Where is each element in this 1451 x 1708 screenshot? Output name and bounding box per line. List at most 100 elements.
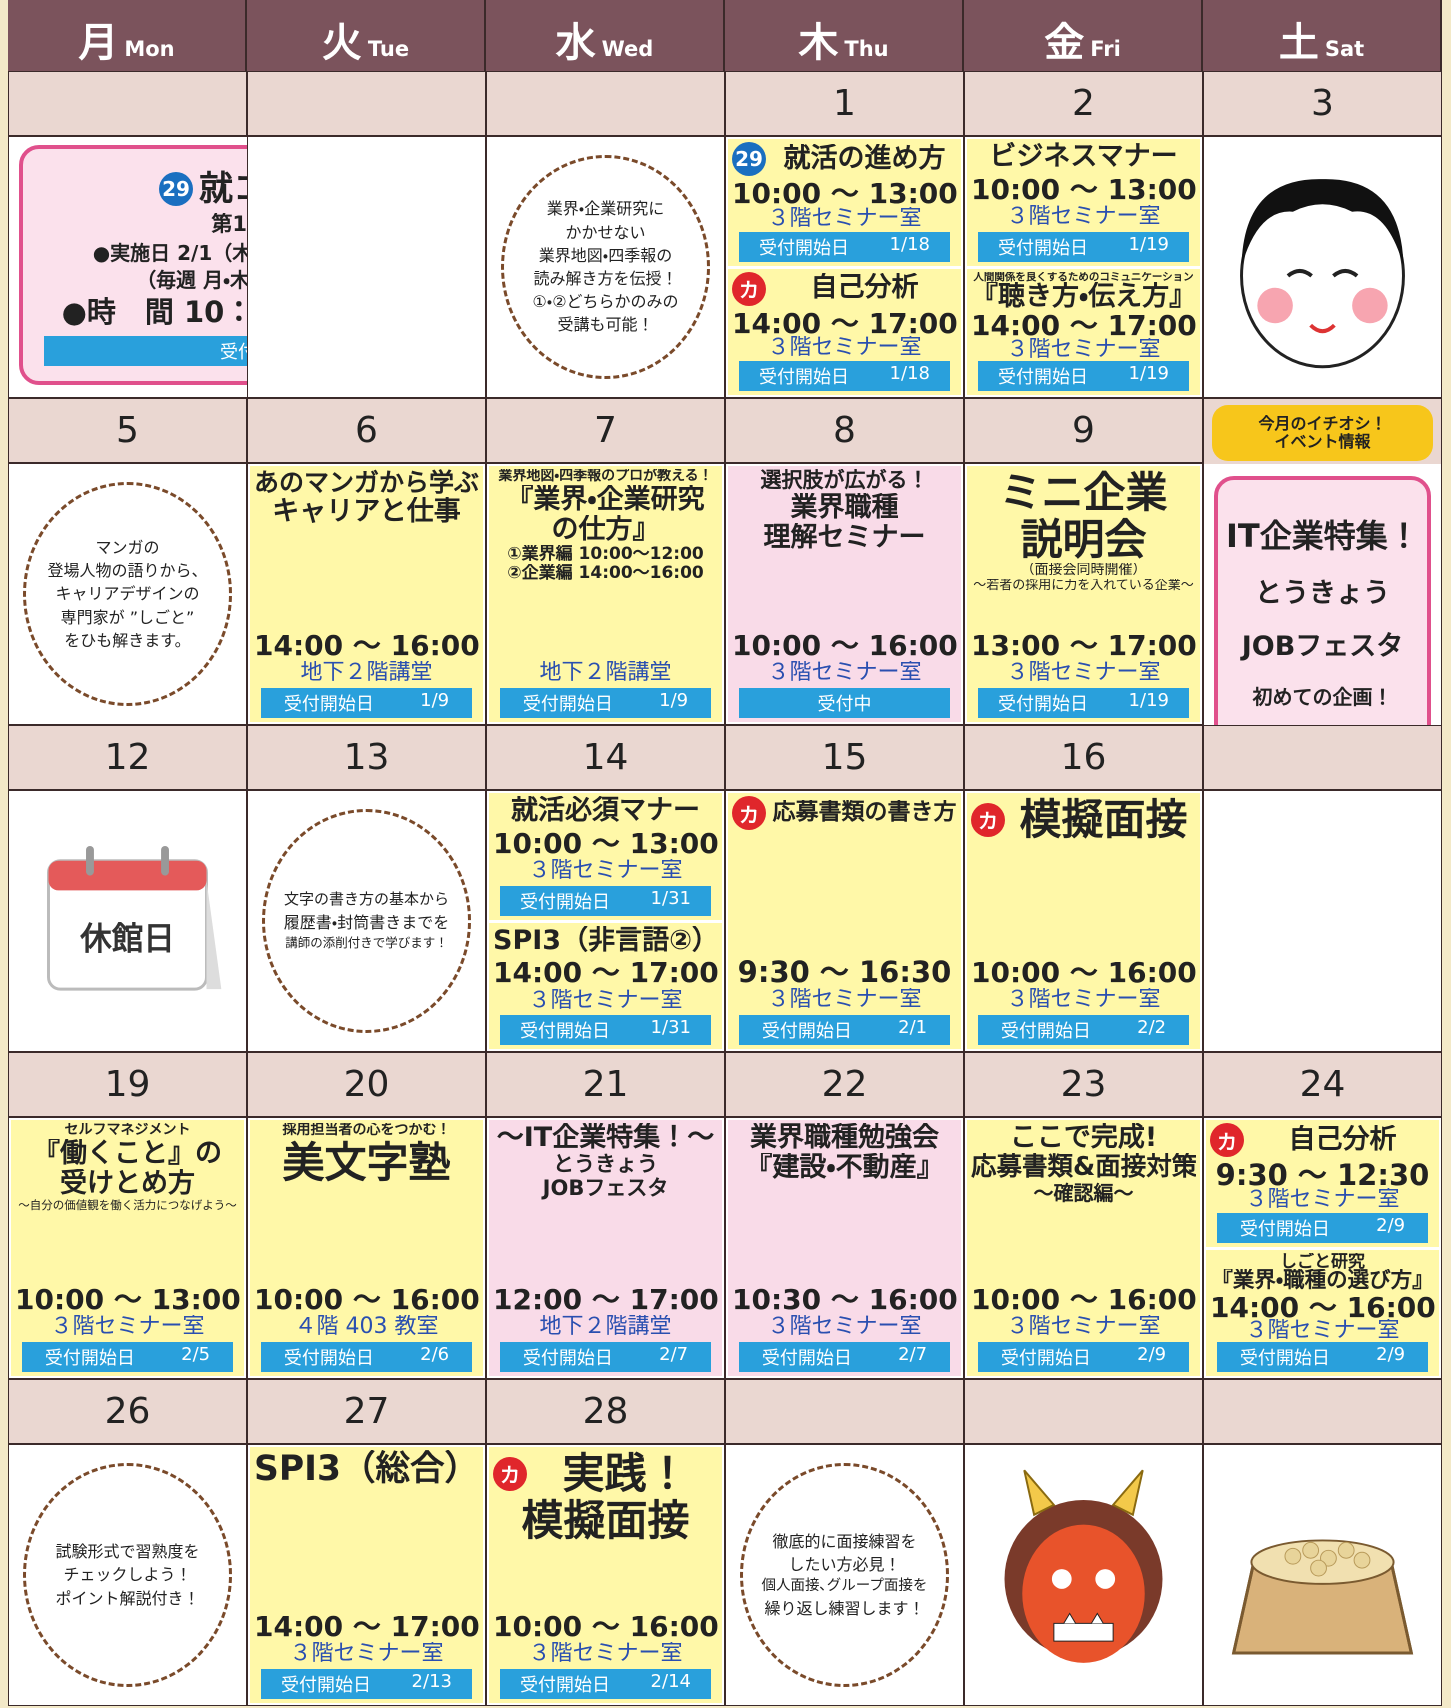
badge-row: カ模擬面接 [971, 796, 1196, 843]
day-cell: 採用担当者の心をつかむ！ 美文字塾 10:00 ～ 16:00 ４階 403 教室 受付… [247, 1117, 486, 1379]
text-line: 業界地図・四季報のプロが教える！ [498, 469, 713, 484]
text-line: 地下２階講堂 [300, 661, 433, 686]
reception-label: 受付開始日 [520, 1021, 611, 1042]
date-cell [247, 71, 486, 136]
date-cell [725, 1379, 964, 1444]
reception-bar: 受付開始日 1/9 [499, 688, 712, 718]
text-line: 就活必須マナー [511, 796, 700, 826]
bubble-text: 繰り返し練習します！ [764, 1599, 925, 1619]
bubble-text: ポイント解説付き！ [55, 1588, 200, 1608]
day-cell: セルフマネジメント 『働くこと』の 受けとめ方 ～自分の価値観を働く活力につなげよう～… [8, 1117, 247, 1379]
date-cell: 22 [725, 1052, 964, 1117]
date-number: 22 [821, 1064, 868, 1105]
weekday-en: Fri [1090, 37, 1121, 61]
event-block: 就活必須マナー 10:00 ～ 13:00 ３階セミナー室 受付開始日 1/31 [489, 793, 722, 920]
date-number: 2 [1072, 83, 1095, 124]
date-cell: 14 [486, 725, 725, 790]
reception-label: 受付開始日 [283, 694, 374, 715]
reception-date: 1/9 [420, 690, 450, 711]
illustration-part [1232, 1563, 1413, 1654]
date-number: 16 [1060, 737, 1107, 778]
date-cell: 5 [8, 398, 247, 463]
text-line: 9:30 ～ 12:30 [1215, 1159, 1430, 1189]
event-block: SPI3（総合） 14:00 ～ 17:00 ３階セミナー室 受付開始日 2/13 [250, 1447, 483, 1703]
badge-row: 29 就活の進め方 [732, 142, 957, 176]
reception-bar: 受付開始日 2/7 [738, 1342, 951, 1372]
illustration-part [1284, 1547, 1302, 1565]
bubble-text: ①・②どちらかのみの [532, 292, 679, 312]
weekday-header: 土 Sat [1203, 0, 1442, 71]
reception-date: 1/18 [889, 233, 930, 255]
date-cell: 2 [964, 71, 1203, 136]
date-number: 1 [833, 83, 856, 124]
date-cell: 9 [964, 398, 1203, 463]
weekday-en: Wed [601, 37, 654, 61]
reception-date: 1/19 [1128, 363, 1169, 384]
speech-bubble: 文字の書き方の基本から 履歴書・封筒書きまでを 講師の添削付きで学びます！ [262, 809, 471, 1033]
day-cell [1203, 790, 1442, 1052]
reception-date: 1/31 [650, 1017, 691, 1038]
speech-bubble: 試験形式で習熟度を チェックしよう！ ポイント解説付き！ [23, 1463, 232, 1687]
illustration [1240, 179, 1405, 369]
day-cell: カ実践！ 模擬面接 10:00 ～ 16:00 ３階セミナー室 受付開始日 2/14 [486, 1444, 725, 1706]
reception-bar: 受付開始日 1/19 [977, 688, 1190, 718]
reception-label: 受付開始日 [761, 1021, 852, 1042]
text-line: ４階 403 教室 [294, 1315, 439, 1340]
reception-date: 2/9 [1376, 1214, 1406, 1236]
event-block: カ応募書類の書き方 9:30 ～ 16:30 ３階セミナー室 受付開始日 2/1 [728, 793, 961, 1049]
day-cell: ここで完成! 応募書類&面接対策 ～確認編～ 10:00 ～ 16:00 ３階セミナー室… [964, 1117, 1203, 1379]
day-cell: SPI3（総合） 14:00 ～ 17:00 ３階セミナー室 受付開始日 2/13 [247, 1444, 486, 1706]
illustration-part [206, 880, 222, 990]
illustration-part [1051, 1569, 1072, 1589]
day-cell: 選択肢が広がる！ 業界職種 理解セミナー 10:00 ～ 16:00 ３階セミナー室 受付… [725, 463, 964, 725]
bubble-text: 登場人物の語りから、 [47, 561, 208, 581]
date-cell: 24 [1203, 1052, 1442, 1117]
reception-bar: 受付開始日 2/9 [977, 1342, 1190, 1372]
bubble-text: 文字の書き方の基本から [283, 890, 449, 909]
date-cell: 23 [964, 1052, 1203, 1117]
feature-text: IT企業特集！ [1226, 519, 1419, 556]
text-line: 14:00 ～ 17:00 [493, 957, 718, 989]
event-block: 人間関係を良くするためのコミュニケーション 『聴き方・伝え方』 14:00 ～ 17… [967, 268, 1200, 395]
day-cell: 29 就活の進め方 10:00 ～ 13:00 ３階セミナー室 受付開始日 1/18 カ自己… [725, 136, 964, 398]
reception-label: 受付開始日 [998, 367, 1089, 388]
illustration-part [161, 845, 169, 876]
speech-bubble: 業界・企業研究に かかせない 業界地図・四季報の 読み解き方を伝授！ ①・②どちらかのみ… [501, 155, 710, 379]
text-line: 14:00 ～ 16:00 [254, 630, 479, 662]
date-cell: 26 [8, 1379, 247, 1444]
bubble-text: 業界・企業研究に [546, 199, 665, 219]
feature-text: とうきょう [1255, 578, 1390, 609]
speech-bubble: マンガの 登場人物の語りから、 キャリアデザインの 専門家が ”しごと” をひも解きます… [23, 482, 232, 706]
text-line: ①業界編 10:00～12:00 [507, 545, 704, 565]
date-number: 8 [833, 410, 856, 451]
badge-row: カ応募書類の書き方 [732, 796, 957, 830]
day-cell: 休館日 [8, 790, 247, 1052]
event-block: ～IT企業特集！～ とうきょう JOBフェスタ 12:00 ～ 17:00 地下２階講堂… [489, 1120, 722, 1376]
text-line: ～若者の採用に力を入れている企業～ [973, 578, 1194, 593]
date-cell: 28 [486, 1379, 725, 1444]
event-block: ビジネスマナー 10:00 ～ 13:00 ３階セミナー室 受付開始日 1/19 [967, 139, 1200, 266]
text-line: 10:00 ～ 16:00 [971, 957, 1196, 989]
reception-date: 2/9 [1376, 1344, 1406, 1366]
date-number: 20 [343, 1064, 390, 1105]
feature-tag: 今月のイチオシ！ イベント情報 [1212, 405, 1433, 461]
text-line: キャリアと仕事 [272, 497, 461, 527]
text-line: ３階セミナー室 [1245, 1188, 1400, 1211]
text-line: 14:00 ～ 16:00 [1210, 1291, 1435, 1319]
badge: カ [732, 796, 766, 830]
text-line: ～確認編～ [1033, 1181, 1134, 1205]
reception-label: 受付開始日 [520, 1675, 611, 1696]
text-line: ３階セミナー室 [767, 206, 922, 230]
text-line: 地下２階講堂 [539, 1315, 672, 1340]
event-block: カ 自己分析 14:00 ～ 17:00 ３階セミナー室 受付開始日 1/18 [728, 268, 961, 395]
text-line: ３階セミナー室 [50, 1315, 205, 1340]
reception-label: 受付開始日 [1000, 1348, 1091, 1369]
reception-bar: 受付開始日 2/7 [499, 1342, 712, 1372]
reception-label: 受付開始日 [283, 1348, 374, 1369]
badge: 29 [732, 142, 766, 176]
text-line: 10:00 ～ 13:00 [493, 827, 718, 860]
text-line: 受けとめ方 [60, 1168, 195, 1199]
text-line: ３階セミナー室 [1006, 205, 1161, 230]
illustration-part [1352, 287, 1388, 324]
illustration [1231, 1539, 1414, 1655]
